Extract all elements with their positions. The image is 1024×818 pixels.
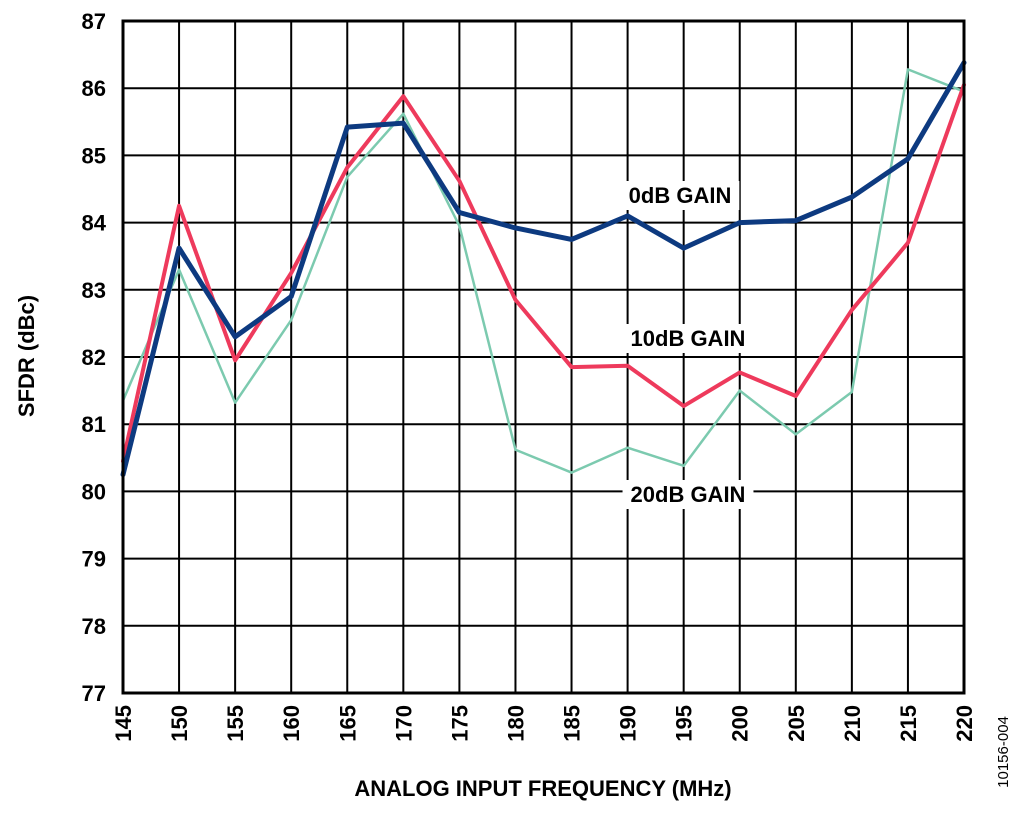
x-tick-label-155: 155 bbox=[223, 705, 248, 742]
x-tick-label-175: 175 bbox=[447, 705, 472, 742]
y-tick-labels: 77 78 79 80 81 82 83 84 85 86 87 bbox=[82, 9, 107, 706]
y-tick-label-87: 87 bbox=[82, 9, 106, 34]
x-tick-label-210: 210 bbox=[840, 705, 865, 742]
y-tick-label-82: 82 bbox=[82, 345, 106, 370]
figure-id: 10156-004 bbox=[995, 716, 1012, 788]
grid bbox=[122, 20, 965, 694]
x-tick-label-215: 215 bbox=[896, 705, 921, 742]
x-tick-label-190: 190 bbox=[616, 705, 641, 742]
series-label-bg-1 bbox=[622, 324, 754, 353]
x-tick-label-150: 150 bbox=[167, 705, 192, 742]
x-tick-label-185: 185 bbox=[560, 705, 585, 742]
x-tick-label-200: 200 bbox=[728, 705, 753, 742]
x-tick-label-180: 180 bbox=[503, 705, 528, 742]
series-label-0db-gain: 0dB GAIN bbox=[629, 183, 732, 208]
x-tick-label-220: 220 bbox=[952, 705, 977, 742]
y-tick-label-77: 77 bbox=[82, 681, 106, 706]
y-tick-label-84: 84 bbox=[82, 211, 107, 236]
series-label-bg-2 bbox=[622, 480, 754, 509]
y-tick-label-85: 85 bbox=[82, 143, 106, 168]
series-label-backgrounds bbox=[620, 181, 754, 509]
series-line-0db-gain bbox=[120, 60, 967, 478]
y-axis-title: SFDR (dBc) bbox=[14, 295, 39, 417]
series-label-20db-gain: 20dB GAIN bbox=[631, 482, 746, 507]
y-tick-label-80: 80 bbox=[82, 479, 106, 504]
x-tick-label-165: 165 bbox=[335, 705, 360, 742]
y-tick-label-79: 79 bbox=[82, 547, 106, 572]
x-tick-label-195: 195 bbox=[672, 705, 697, 742]
series-lines bbox=[120, 60, 967, 478]
plot-frame bbox=[121, 19, 966, 695]
x-tick-label-160: 160 bbox=[279, 705, 304, 742]
series-label-10db-gain: 10dB GAIN bbox=[631, 326, 746, 351]
y-tick-label-81: 81 bbox=[82, 412, 106, 437]
plot-border bbox=[121, 19, 966, 695]
series-label-bg-0 bbox=[620, 181, 740, 210]
y-tick-label-86: 86 bbox=[82, 76, 106, 101]
y-tick-label-78: 78 bbox=[82, 614, 106, 639]
x-axis-title: ANALOG INPUT FREQUENCY (MHz) bbox=[354, 776, 731, 801]
x-tick-label-205: 205 bbox=[784, 705, 809, 742]
x-tick-label-170: 170 bbox=[391, 705, 416, 742]
x-tick-labels: 145 150 155 160 165 170 175 180 185 190 195 200 205 2… bbox=[111, 705, 977, 742]
x-tick-label-145: 145 bbox=[111, 705, 136, 742]
series-line-10db-gain bbox=[121, 82, 966, 464]
y-tick-label-83: 83 bbox=[82, 278, 106, 303]
series-line-20db-gain bbox=[121, 68, 966, 474]
